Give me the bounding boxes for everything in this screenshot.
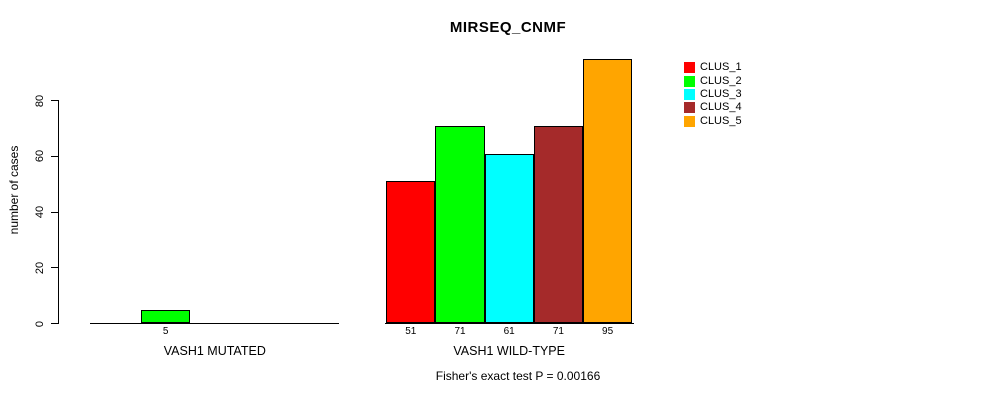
y-axis-tick xyxy=(51,211,59,213)
legend-label: CLUS_3 xyxy=(700,87,742,100)
bar-clus_4-vash1-wild-type xyxy=(533,125,583,324)
y-axis-tick xyxy=(51,155,59,157)
legend-color-swatch xyxy=(684,75,695,87)
x-axis-baseline xyxy=(90,323,340,324)
y-axis-tick xyxy=(51,323,59,324)
legend-item-clus_3: CLUS_3 xyxy=(684,88,742,101)
y-axis-tick-label: 80 xyxy=(34,94,46,107)
y-axis-tick-label: 20 xyxy=(34,261,46,274)
y-axis-tick-label: 0 xyxy=(34,320,46,327)
y-axis-tick xyxy=(51,267,59,269)
legend-color-swatch xyxy=(684,115,695,127)
bar-clus_3-vash1-wild-type xyxy=(484,153,534,324)
group-label-vash1-wild-type: VASH1 WILD-TYPE xyxy=(453,344,565,358)
bar-clus_2-vash1-wild-type xyxy=(435,125,485,324)
group-label-vash1-mutated: VASH1 MUTATED xyxy=(163,344,266,358)
legend-item-clus_5: CLUS_5 xyxy=(684,115,742,128)
legend-label: CLUS_1 xyxy=(700,61,742,74)
fisher-test-note: Fisher's exact test P = 0.00166 xyxy=(435,369,601,383)
bar-clus_2-vash1-mutated xyxy=(141,309,191,324)
legend-item-clus_2: CLUS_2 xyxy=(684,74,742,87)
bar-clus_5-vash1-wild-type xyxy=(583,58,633,324)
legend-label: CLUS_2 xyxy=(700,74,742,87)
legend: CLUS_1 CLUS_2 CLUS_3 CLUS_4 CLUS_5 xyxy=(684,61,742,128)
legend-color-swatch xyxy=(684,62,695,74)
bar-value-label: 5 xyxy=(162,326,169,337)
x-axis-baseline xyxy=(384,323,634,324)
legend-label: CLUS_5 xyxy=(700,114,742,127)
legend-item-clus_1: CLUS_1 xyxy=(684,61,742,74)
legend-item-clus_4: CLUS_4 xyxy=(684,101,742,114)
legend-color-swatch xyxy=(684,102,695,114)
chart-title: MIRSEQ_CNMF xyxy=(449,19,567,36)
y-axis-tick-label: 60 xyxy=(34,150,46,163)
legend-color-swatch xyxy=(684,88,695,100)
bar-value-label: 95 xyxy=(602,326,614,337)
bar-value-label: 71 xyxy=(454,326,466,337)
y-axis-tick-label: 40 xyxy=(34,205,46,219)
bar-clus_1-vash1-wild-type xyxy=(386,181,436,324)
y-axis-tick xyxy=(51,100,59,102)
bar-value-label: 51 xyxy=(405,326,417,337)
bar-value-label: 61 xyxy=(503,326,515,337)
bar-value-label: 71 xyxy=(552,326,564,337)
legend-label: CLUS_4 xyxy=(700,101,742,114)
